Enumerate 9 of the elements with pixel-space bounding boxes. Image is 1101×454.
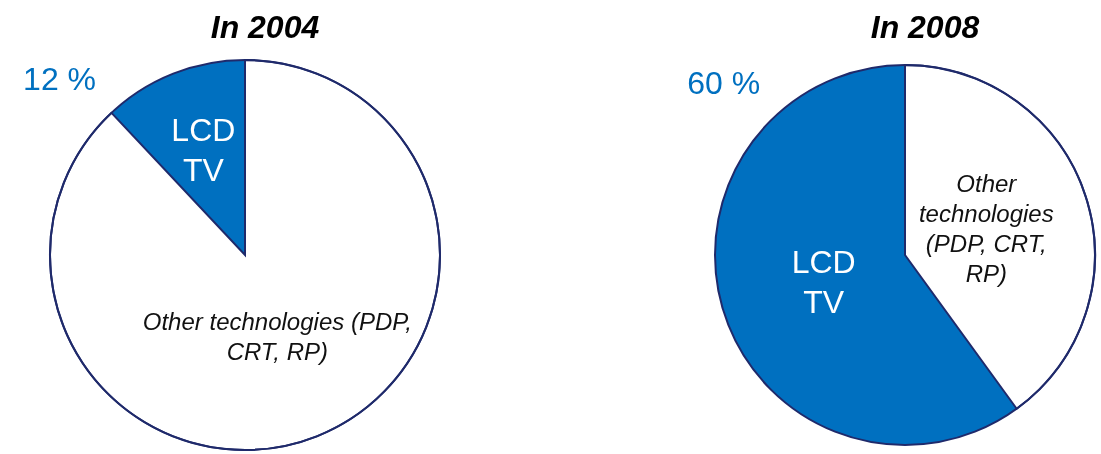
- pie-slice: [111, 60, 245, 255]
- slice-label: Other technologies (PDP, CRT, RP): [142, 307, 412, 365]
- slice-label: LCD TV: [791, 243, 856, 320]
- data-label: 60 %: [687, 64, 761, 101]
- chart-title: In 2008: [870, 9, 980, 45]
- chart-title: In 2004: [210, 9, 320, 45]
- slice-label: Other technologies (PDP, CRT, RP): [918, 169, 1054, 287]
- data-label: 12 %: [23, 60, 97, 97]
- slice-label: LCD TV: [171, 112, 236, 189]
